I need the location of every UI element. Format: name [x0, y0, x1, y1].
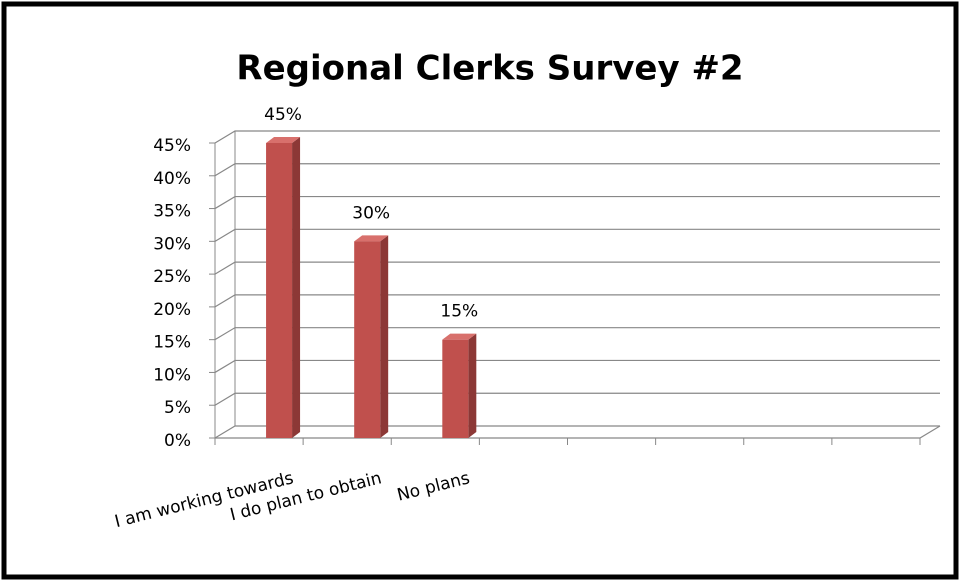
- y-tick-label: 40%: [153, 169, 191, 189]
- y-tick-label: 5%: [164, 398, 191, 418]
- y-tick-label: 15%: [153, 333, 191, 353]
- bar-face: [292, 137, 301, 438]
- grid-line: [214, 261, 940, 275]
- grid-line: [214, 359, 940, 373]
- y-tick-label: 20%: [153, 300, 191, 320]
- grid-line: [214, 327, 940, 341]
- bar: [442, 333, 477, 438]
- bar-face: [442, 339, 469, 438]
- bar-face: [380, 235, 389, 438]
- bar-face: [354, 235, 389, 242]
- bar-face: [266, 137, 301, 143]
- grid-line: [214, 228, 940, 242]
- bar-face: [266, 143, 293, 438]
- y-tick-label: 35%: [153, 202, 191, 222]
- y-tick-label: 0%: [164, 431, 191, 451]
- data-label: 45%: [264, 105, 302, 125]
- y-tick-label: 45%: [153, 136, 191, 156]
- chart-title: Regional Clerks Survey #2: [236, 49, 743, 89]
- y-tick-label: 10%: [153, 365, 191, 385]
- grid-line: [214, 294, 940, 308]
- grid-line: [214, 425, 940, 439]
- bar-face: [468, 333, 477, 438]
- bar-face: [354, 241, 381, 438]
- bar: [266, 137, 301, 438]
- grid-line: [214, 392, 940, 406]
- bar: [354, 235, 389, 438]
- grid-line: [214, 130, 940, 144]
- grid-line: [214, 195, 940, 210]
- y-tick-label: 25%: [153, 267, 191, 287]
- y-tick-label: 30%: [153, 234, 191, 254]
- data-label: 30%: [352, 203, 390, 223]
- bar-face: [442, 333, 477, 340]
- data-label: 15%: [440, 302, 478, 322]
- grid-line: [214, 163, 940, 177]
